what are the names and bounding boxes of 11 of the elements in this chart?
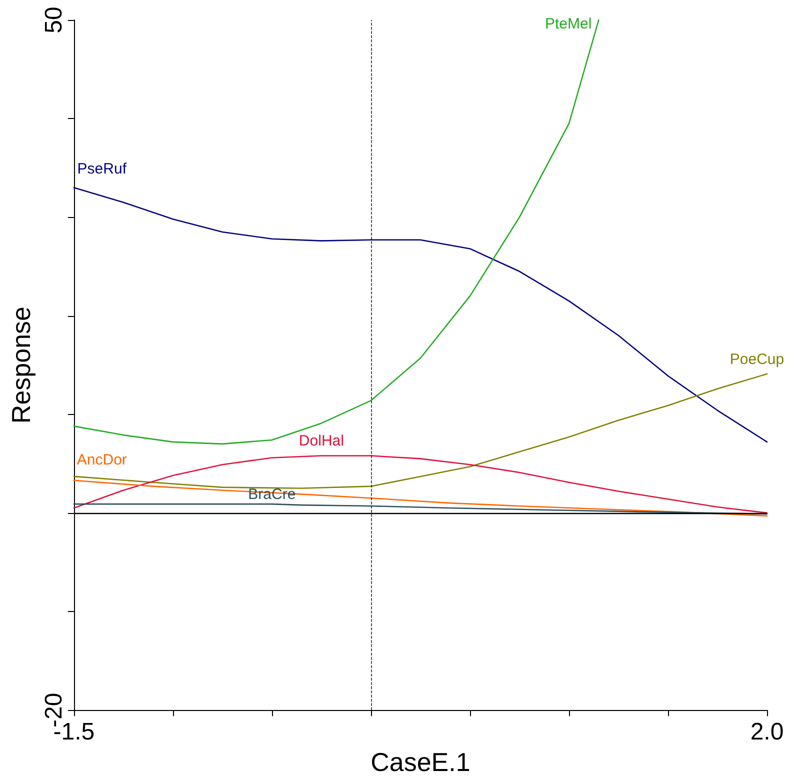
series-label: AncDor (76, 451, 127, 468)
x-axis-title: CaseE.1 (370, 747, 470, 777)
series-label: DolHal (298, 432, 344, 450)
line-series (73, 19, 600, 445)
series-label: PseRuf (77, 160, 128, 178)
series-label: PteMel (544, 16, 592, 32)
y-tick-label: 50 (40, 6, 68, 34)
x-tick-label: 2.0 (750, 718, 784, 746)
line-series (73, 373, 768, 489)
y-axis-title: Response (6, 306, 36, 424)
series-label: PoeCup (730, 350, 784, 368)
